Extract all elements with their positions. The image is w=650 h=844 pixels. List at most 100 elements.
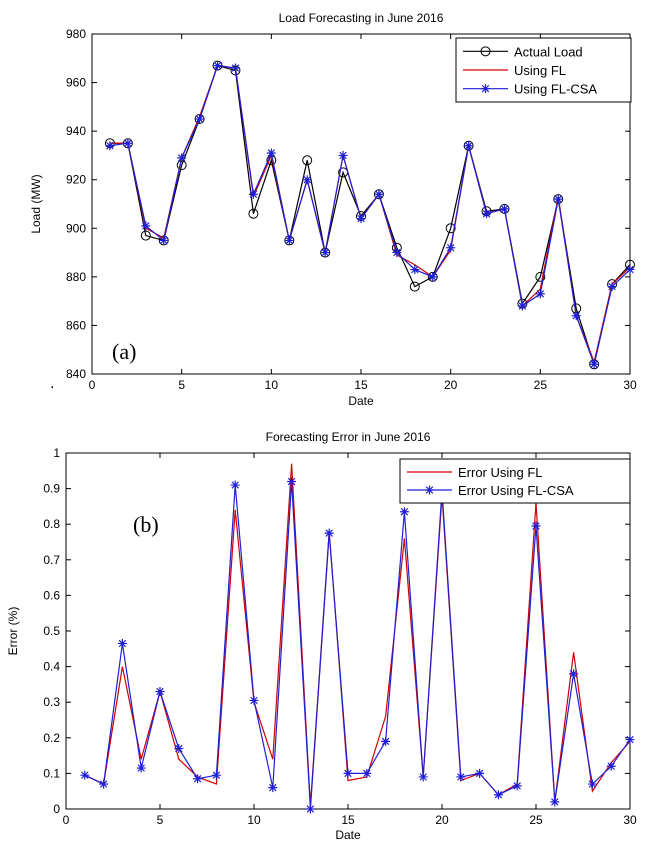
data-point xyxy=(248,189,258,199)
data-point xyxy=(287,476,297,486)
data-point xyxy=(456,772,466,782)
legend-label: Actual Load xyxy=(514,44,583,59)
data-point xyxy=(535,289,545,299)
data-point xyxy=(550,797,560,807)
data-point xyxy=(553,194,563,204)
data-point xyxy=(249,695,259,705)
data-point xyxy=(607,282,617,292)
data-point xyxy=(324,528,334,538)
legend-label: Error Using FL-CSA xyxy=(458,483,574,498)
y-tick-label: 0 xyxy=(53,802,60,816)
data-point xyxy=(410,265,420,275)
data-point xyxy=(268,783,278,793)
data-point xyxy=(517,301,527,311)
x-axis-title: Date xyxy=(335,828,361,842)
data-point xyxy=(589,359,599,369)
y-tick-label: 880 xyxy=(66,270,86,284)
x-tick-label: 25 xyxy=(534,378,548,392)
series-line xyxy=(84,463,631,806)
plot-frame xyxy=(65,452,631,810)
x-tick-label: 0 xyxy=(89,378,96,392)
data-point xyxy=(425,485,434,495)
data-point xyxy=(141,221,151,231)
y-tick-label: 840 xyxy=(66,367,86,381)
data-point xyxy=(195,114,205,124)
y-tick-label: 0.6 xyxy=(43,588,60,602)
data-point xyxy=(531,521,541,531)
data-point xyxy=(230,480,240,490)
x-tick-label: 30 xyxy=(623,813,637,827)
y-tick-label: 0.8 xyxy=(43,517,60,531)
y-tick-label: 860 xyxy=(66,318,86,332)
stray-dot: . xyxy=(50,375,54,392)
y-tick-label: 0.4 xyxy=(43,660,60,674)
data-point xyxy=(213,61,223,71)
x-tick-label: 20 xyxy=(444,378,458,392)
x-tick-label: 5 xyxy=(178,378,185,392)
data-point xyxy=(193,774,203,784)
y-tick-label: 0.3 xyxy=(43,695,60,709)
data-point xyxy=(428,272,438,282)
y-tick-label: 0.9 xyxy=(43,482,60,496)
data-point xyxy=(409,281,420,292)
x-axis-title: Date xyxy=(348,394,374,408)
data-point xyxy=(625,735,635,745)
data-point xyxy=(481,84,490,94)
data-point xyxy=(136,763,146,773)
y-tick-label: 980 xyxy=(66,27,86,41)
x-tick-label: 15 xyxy=(341,813,355,827)
data-point xyxy=(399,507,409,517)
data-point xyxy=(480,46,491,57)
panel-label: (a) xyxy=(112,339,136,364)
data-point xyxy=(105,141,115,151)
x-tick-label: 30 xyxy=(623,378,637,392)
y-tick-label: 0.7 xyxy=(43,553,60,567)
x-tick-label: 15 xyxy=(354,378,368,392)
data-point xyxy=(302,155,313,166)
data-point xyxy=(302,175,312,185)
data-point xyxy=(305,804,315,814)
x-tick-label: 10 xyxy=(265,378,279,392)
legend-label: Using FL xyxy=(514,63,566,78)
chart-title: Forecasting Error in June 2016 xyxy=(266,430,431,444)
data-point xyxy=(625,265,635,275)
data-point xyxy=(445,223,456,234)
x-tick-label: 20 xyxy=(435,813,449,827)
series-line xyxy=(84,481,631,810)
data-point xyxy=(320,248,330,258)
data-point xyxy=(606,761,616,771)
legend-label: Error Using FL xyxy=(458,465,543,480)
y-tick-label: 0.5 xyxy=(43,624,60,638)
data-point xyxy=(140,230,151,241)
data-point xyxy=(493,790,503,800)
data-point xyxy=(266,148,276,158)
y-axis-title: Error (%) xyxy=(6,607,20,656)
data-point xyxy=(535,271,546,282)
data-point xyxy=(464,141,474,151)
data-point xyxy=(587,779,597,789)
data-point xyxy=(381,736,391,746)
data-point xyxy=(155,687,165,697)
y-tick-label: 900 xyxy=(66,221,86,235)
data-point xyxy=(343,768,353,778)
load-forecasting-panel: Load Forecasting in June 2016 0 5 10 15 20 25 3… xyxy=(29,11,637,408)
data-point xyxy=(374,189,384,199)
series-line xyxy=(109,64,631,367)
data-point xyxy=(392,248,402,258)
y-tick-label: 920 xyxy=(66,173,86,187)
data-point xyxy=(159,235,169,245)
data-point xyxy=(571,311,581,321)
data-point xyxy=(80,770,90,780)
data-point xyxy=(362,768,372,778)
series-line xyxy=(109,64,631,367)
panel-label: (b) xyxy=(133,512,159,537)
chart-title: Load Forecasting in June 2016 xyxy=(279,11,444,25)
series-line xyxy=(109,64,631,364)
x-tick-label: 0 xyxy=(63,813,70,827)
data-point xyxy=(123,138,133,148)
data-point xyxy=(338,150,348,160)
data-point xyxy=(248,208,259,219)
data-point xyxy=(418,772,428,782)
